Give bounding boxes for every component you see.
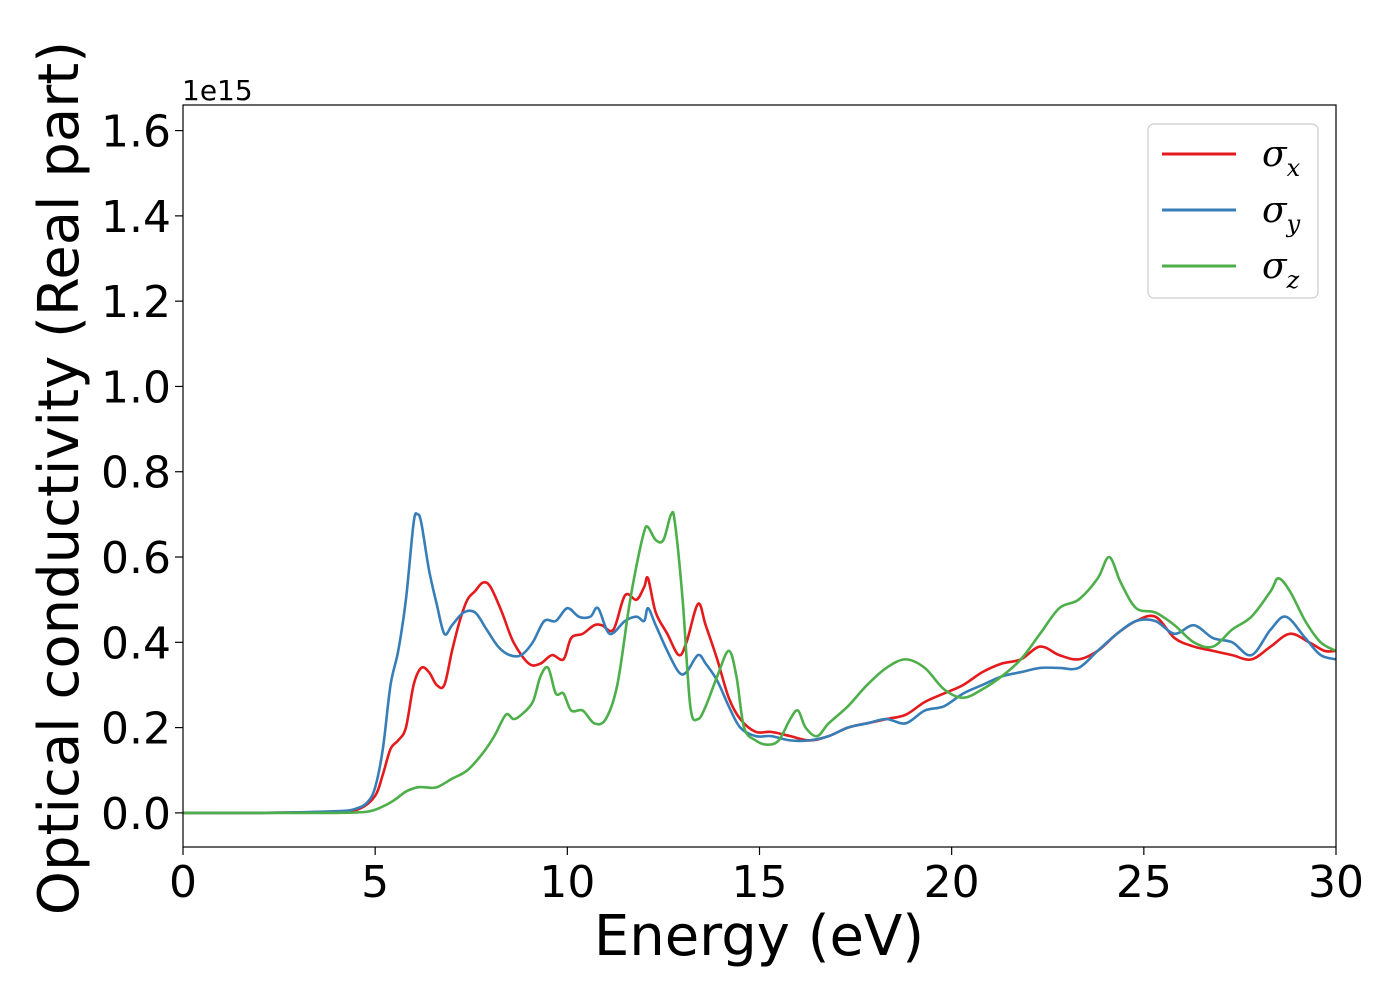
x-tick-label: 15 [732, 857, 788, 908]
y-offset-label: 1e15 [182, 74, 253, 107]
series-line-sigma-z [183, 510, 1336, 815]
y-tick-label: 1.6 [101, 107, 171, 158]
legend: σx σy σz [1147, 123, 1319, 299]
y-tick-label: 0.0 [101, 789, 171, 840]
x-tick-label: 10 [539, 857, 595, 908]
x-tick-label: 30 [1308, 857, 1364, 908]
series-line-sigma-x [183, 576, 1336, 815]
legend-label-x: σx [1262, 134, 1301, 182]
legend-label-y: σy [1262, 190, 1301, 238]
x-axis-label: Energy (eV) [594, 904, 924, 969]
x-tick-label: 25 [1116, 857, 1172, 908]
y-tick-label: 0.6 [101, 533, 171, 584]
y-tick-label: 1.4 [101, 192, 171, 243]
y-axis-label: Optical conductivity (Real part) [27, 41, 92, 915]
x-tick-label: 0 [169, 857, 197, 908]
y-tick-label: 0.2 [101, 704, 171, 755]
x-tick-label: 20 [924, 857, 980, 908]
y-tick-label: 0.4 [101, 618, 171, 669]
axes-layer: 0 5 10 15 20 25 30 0.0 0.2 0.4 0.6 0.8 1.0 1.2 1.4 1.6 [101, 104, 1364, 908]
series-layer [183, 510, 1336, 815]
y-tick-label: 1.0 [101, 362, 171, 413]
legend-label-z: σz [1262, 246, 1300, 294]
y-tick-label: 1.2 [101, 277, 171, 328]
y-tick-label: 0.8 [101, 448, 171, 499]
series-line-sigma-y [183, 512, 1336, 815]
x-tick-label: 5 [361, 857, 389, 908]
